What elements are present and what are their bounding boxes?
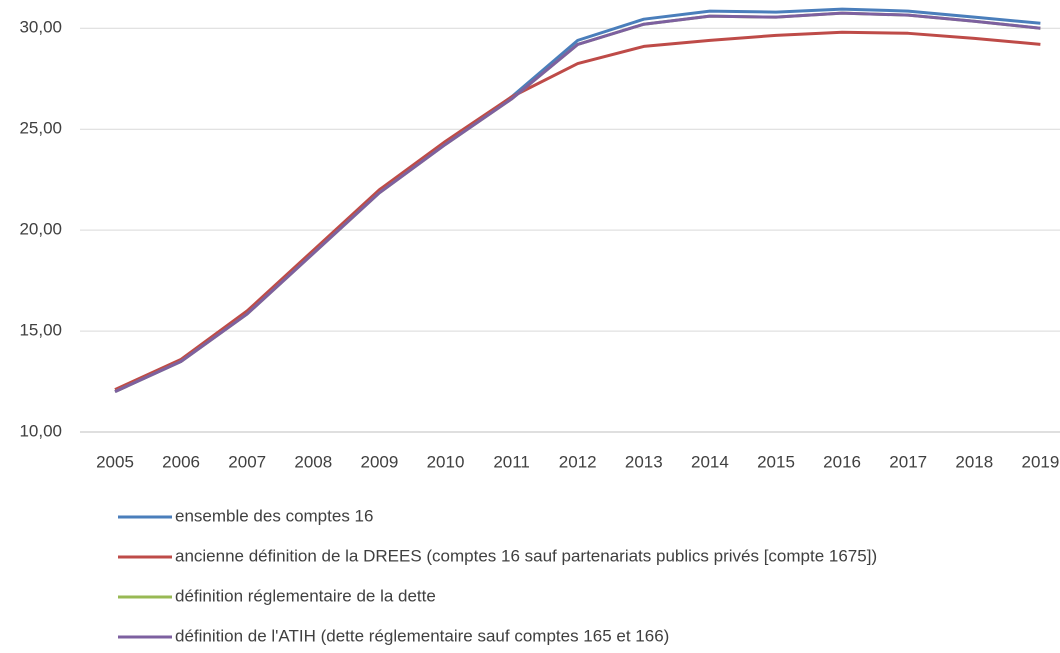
x-tick-label: 2005 xyxy=(96,452,134,471)
x-tick-label: 2007 xyxy=(228,452,266,471)
series-line xyxy=(114,7,1041,393)
legend-label: ancienne définition de la DREES (comptes… xyxy=(175,546,877,565)
legend-label: ensemble des comptes 16 xyxy=(175,506,373,525)
series-line xyxy=(114,30,1041,391)
x-tick-label: 2017 xyxy=(889,452,927,471)
series-line xyxy=(114,11,1041,393)
legend-label: définition de l'ATIH (dette réglementair… xyxy=(175,626,669,645)
x-tick-label: 2006 xyxy=(162,452,200,471)
x-tick-label: 2018 xyxy=(955,452,993,471)
x-tick-label: 2010 xyxy=(427,452,465,471)
x-tick-label: 2009 xyxy=(360,452,398,471)
y-tick-label: 20,00 xyxy=(19,220,62,239)
y-tick-label: 30,00 xyxy=(19,18,62,37)
x-tick-label: 2011 xyxy=(493,452,530,471)
y-tick-label: 25,00 xyxy=(19,119,62,138)
legend-label: définition réglementaire de la dette xyxy=(175,586,436,605)
y-tick-label: 10,00 xyxy=(19,421,62,440)
x-tick-label: 2012 xyxy=(559,452,597,471)
x-tick-label: 2014 xyxy=(691,452,729,471)
x-tick-label: 2015 xyxy=(757,452,795,471)
series-line xyxy=(114,11,1041,393)
y-tick-label: 15,00 xyxy=(19,321,62,340)
x-tick-label: 2019 xyxy=(1021,452,1059,471)
x-tick-label: 2013 xyxy=(625,452,663,471)
x-tick-label: 2016 xyxy=(823,452,861,471)
x-tick-label: 2008 xyxy=(294,452,332,471)
